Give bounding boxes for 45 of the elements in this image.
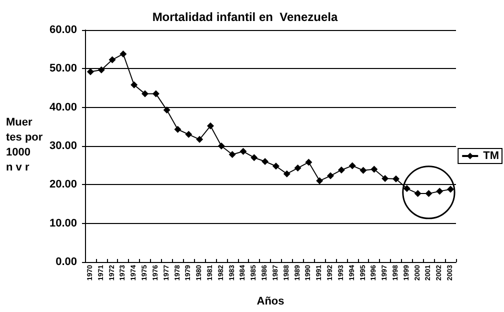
point [305, 158, 312, 166]
point [130, 81, 138, 88]
point [360, 166, 367, 174]
point [272, 162, 280, 170]
point [163, 106, 170, 114]
point [382, 174, 389, 182]
y-tick-label: 60.00 [49, 24, 77, 36]
chart-title: Mortalidad infantil en Venezuela [152, 10, 338, 24]
legend-label: TM [483, 150, 500, 162]
point [228, 151, 236, 158]
point [108, 56, 116, 64]
point [283, 170, 290, 178]
point [142, 90, 149, 98]
point [174, 126, 182, 133]
point [86, 68, 94, 76]
x-axis-title: Años [256, 296, 284, 308]
point [120, 50, 127, 58]
y-tick-label: 10.00 [49, 217, 77, 230]
y-tick-label: 50.00 [49, 62, 77, 75]
point [403, 185, 410, 192]
point [327, 172, 334, 180]
point [316, 177, 324, 184]
point [218, 142, 225, 150]
y-tick-label: 0.00 [56, 256, 77, 268]
point [338, 166, 345, 174]
point [447, 186, 454, 193]
point [206, 122, 214, 130]
y-tick-label: 30.00 [49, 140, 77, 152]
point [152, 90, 160, 98]
point [185, 130, 192, 138]
point [425, 190, 432, 198]
point [262, 158, 269, 165]
point [370, 166, 378, 173]
point [414, 190, 422, 198]
point [392, 175, 400, 182]
point [240, 148, 247, 155]
point [294, 164, 302, 172]
point [348, 162, 356, 170]
point [250, 154, 258, 162]
point [436, 188, 444, 195]
point [196, 136, 204, 143]
y-axis-title: Muer tes por 1000 n v r [6, 116, 44, 174]
y-tick-label: 40.00 [49, 101, 77, 114]
y-tick-label: 20.00 [49, 178, 77, 191]
point [98, 66, 105, 74]
